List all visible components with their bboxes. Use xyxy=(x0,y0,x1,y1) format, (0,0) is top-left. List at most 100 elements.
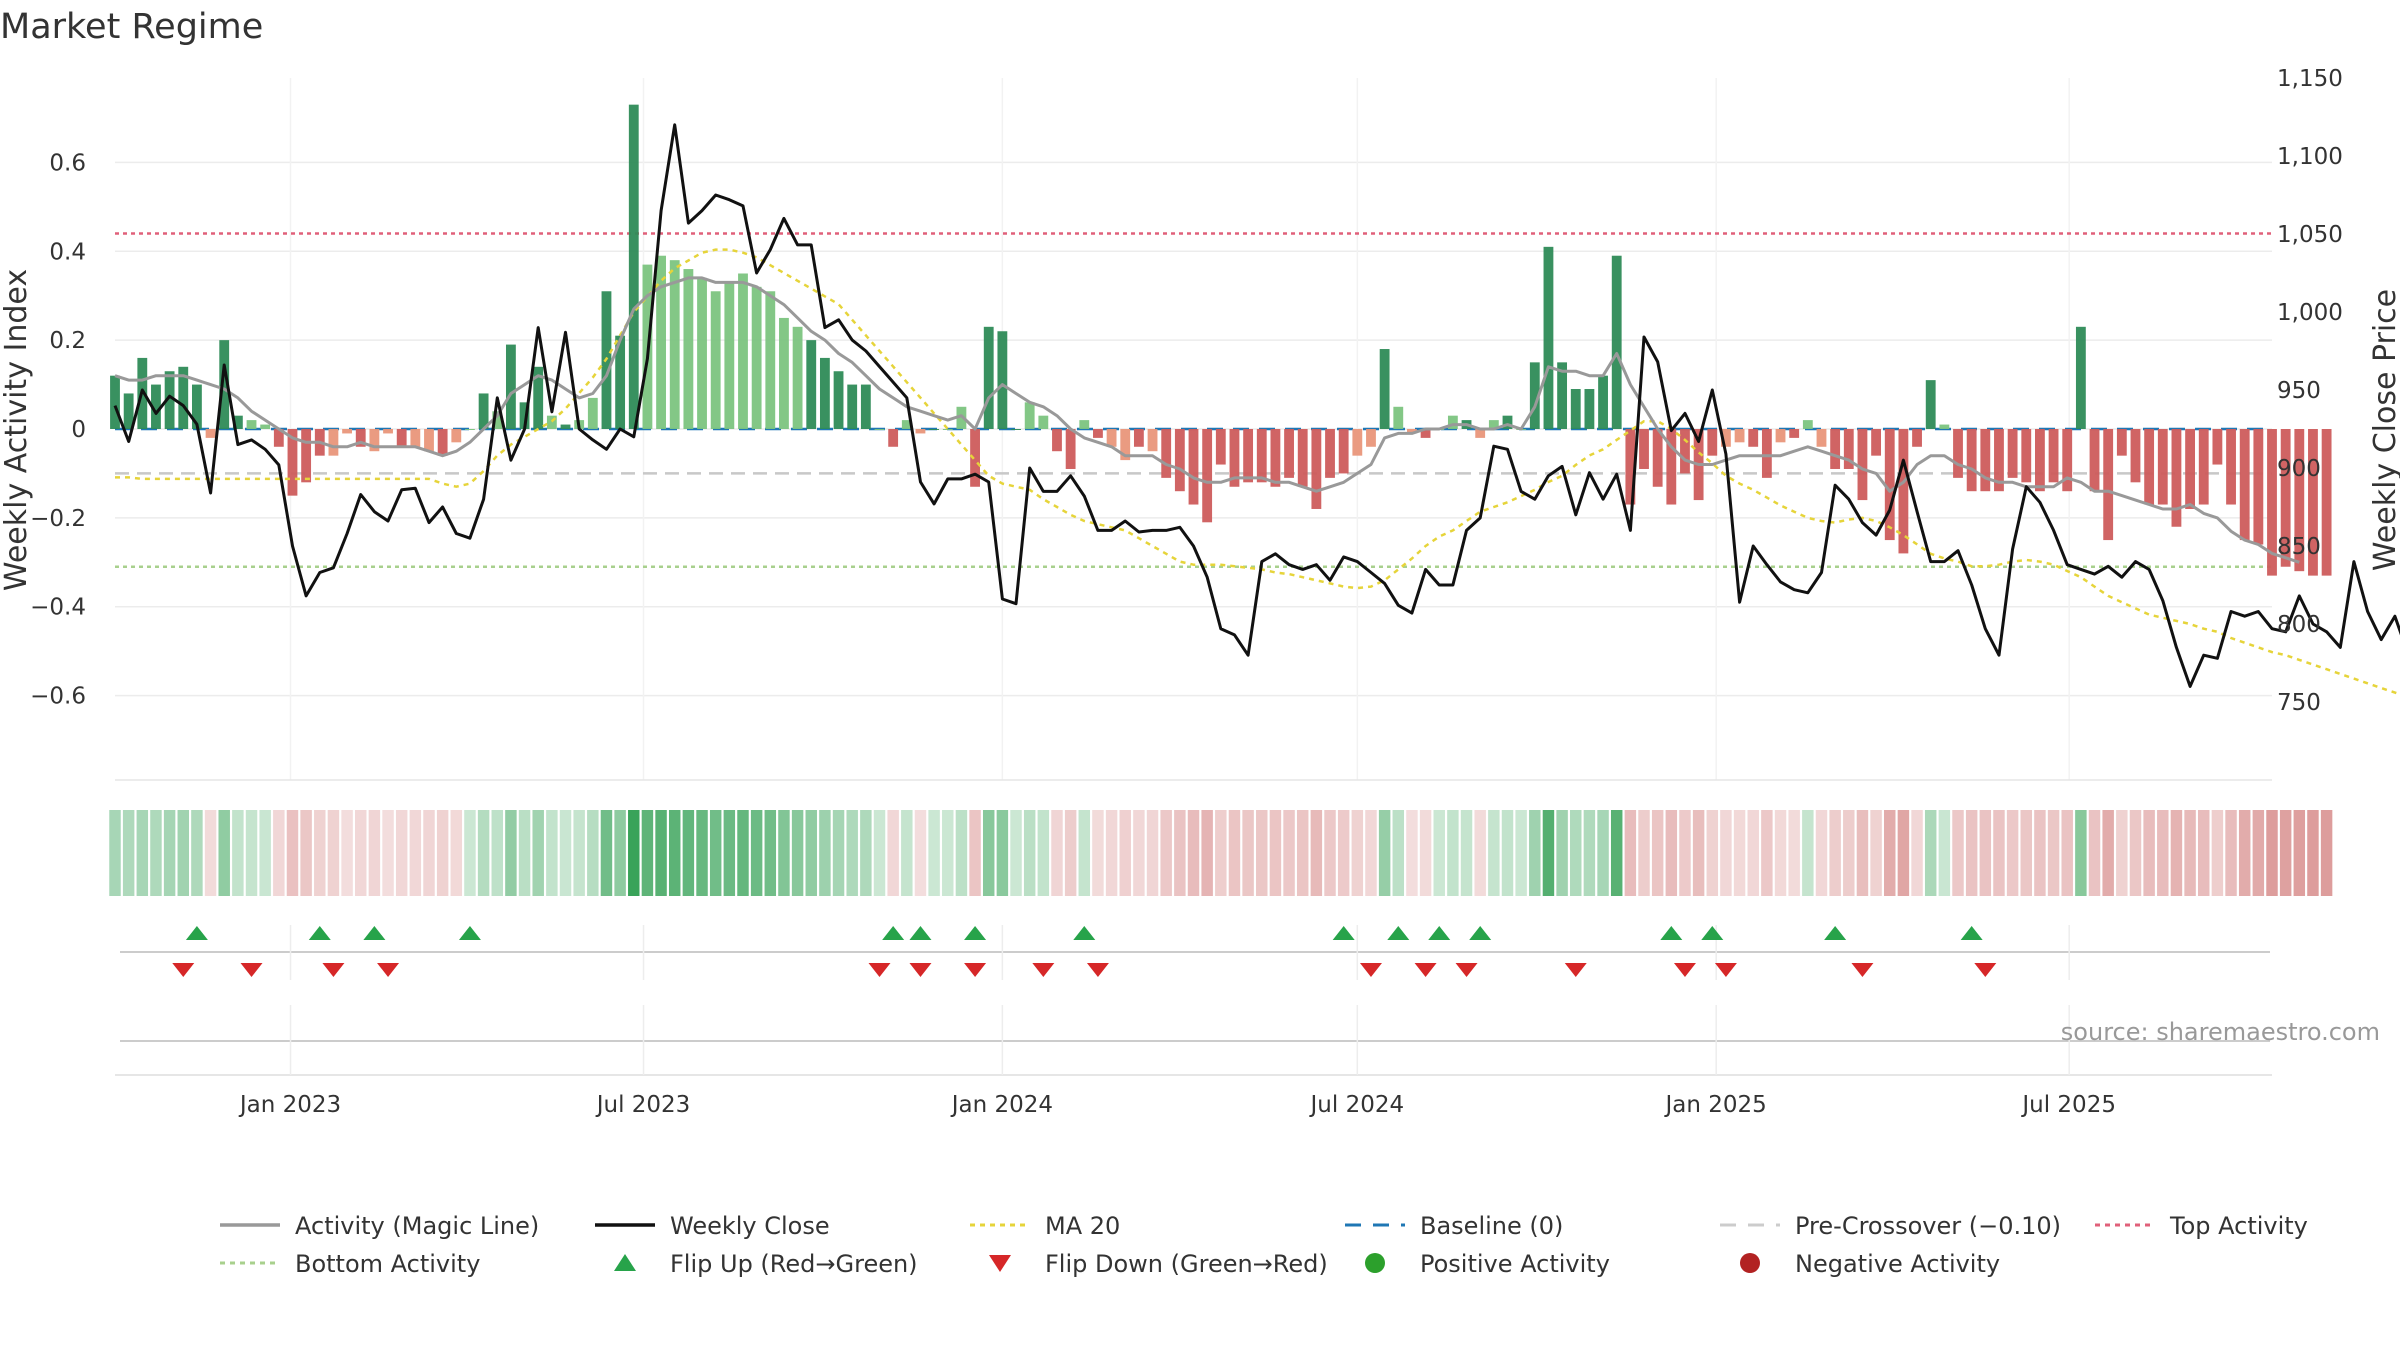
x-tick-4: Jan 2025 xyxy=(1664,1092,1767,1118)
x-tick-0: Jan 2023 xyxy=(238,1092,341,1118)
activity-bar-127 xyxy=(1843,429,1854,469)
legend-item-10: Negative Activity xyxy=(1740,1250,2000,1278)
activity-bar-38 xyxy=(628,104,639,429)
activity-bar-108 xyxy=(1584,389,1595,429)
flip-down-marker-7 xyxy=(1032,963,1055,977)
regime-cell-77 xyxy=(1160,810,1172,896)
activity-bar-17 xyxy=(342,429,352,434)
regime-cell-2 xyxy=(136,810,149,896)
regime-cell-145 xyxy=(2088,810,2101,896)
regime-cell-148 xyxy=(2129,810,2142,896)
activity-bar-115 xyxy=(1680,429,1690,474)
regime-cell-109 xyxy=(1597,810,1609,896)
flip-down-marker-12 xyxy=(1564,963,1587,977)
activity-bar-155 xyxy=(2226,429,2236,505)
activity-bar-150 xyxy=(2157,429,2168,505)
regime-cell-28 xyxy=(491,810,503,896)
regime-cell-88 xyxy=(1310,810,1323,896)
activity-bar-137 xyxy=(1980,429,1991,492)
regime-cell-142 xyxy=(2047,810,2060,896)
activity-bar-20 xyxy=(383,429,393,434)
regime-cell-17 xyxy=(341,810,353,896)
x-axis: Jan 2023 Jul 2023 Jan 2024 Jul 2024 Jan 2025… xyxy=(115,1005,2272,1118)
regime-cell-15 xyxy=(314,810,326,896)
regime-cell-71 xyxy=(1078,810,1091,896)
y-left-tick-0: 0.6 xyxy=(49,150,86,176)
activity-bar-62 xyxy=(956,406,967,429)
regime-cell-72 xyxy=(1092,810,1104,896)
activity-bar-52 xyxy=(819,357,830,429)
regime-cell-50 xyxy=(791,810,804,896)
legend-swatch-8 xyxy=(989,1255,1011,1272)
y-axis-right-label: Weekly Close Price xyxy=(2368,289,2400,571)
activity-bar-102 xyxy=(1502,415,1513,429)
activity-bar-123 xyxy=(1789,429,1800,438)
flip-markers xyxy=(120,925,2270,980)
flip-up-marker-1 xyxy=(308,926,331,940)
weekly-close-line xyxy=(113,123,2400,688)
activity-bar-61 xyxy=(942,429,953,430)
axes: 0.6 0.4 0.2 0 −0.2 −0.4 −0.6 1,150 1,100 1,050 1,0… xyxy=(30,66,2343,781)
legend-item-2: MA 20 xyxy=(970,1212,1120,1240)
activity-bar-146 xyxy=(2103,429,2114,541)
reference-lines xyxy=(115,232,2272,568)
y-right-tick-4: 950 xyxy=(2277,378,2321,404)
y-left-tick-1: 0.4 xyxy=(49,239,86,265)
activity-bar-126 xyxy=(1830,429,1841,469)
regime-cell-11 xyxy=(259,810,271,896)
activity-bar-117 xyxy=(1707,429,1718,456)
activity-bar-28 xyxy=(492,411,503,429)
activity-bar-152 xyxy=(2185,429,2196,509)
regime-cell-87 xyxy=(1296,810,1309,896)
activity-bar-72 xyxy=(1093,429,1103,438)
regime-cell-151 xyxy=(2170,810,2183,896)
activity-bar-160 xyxy=(2294,429,2305,572)
activity-bar-51 xyxy=(806,340,817,429)
regime-cell-0 xyxy=(109,810,121,896)
regime-cell-4 xyxy=(163,810,176,896)
regime-cell-158 xyxy=(2266,810,2278,896)
regime-cell-78 xyxy=(1174,810,1186,896)
legend-label-3: Baseline (0) xyxy=(1420,1212,1563,1240)
regime-cell-33 xyxy=(559,810,572,896)
y-right-tick-6: 850 xyxy=(2277,534,2321,560)
activity-bar-65 xyxy=(997,331,1008,429)
activity-bar-40 xyxy=(656,255,666,429)
activity-bar-145 xyxy=(2089,429,2100,492)
regime-cell-7 xyxy=(204,810,217,896)
y-right-tick-7: 800 xyxy=(2277,612,2321,638)
regime-cell-86 xyxy=(1283,810,1295,896)
regime-cell-110 xyxy=(1610,810,1623,896)
regime-cell-94 xyxy=(1392,810,1405,896)
legend-swatch-9 xyxy=(1365,1253,1385,1273)
regime-cell-74 xyxy=(1119,810,1131,896)
activity-bar-130 xyxy=(1884,429,1895,541)
regime-cell-56 xyxy=(873,810,886,896)
regime-cell-18 xyxy=(355,810,367,896)
y-axis-left-label: Weekly Activity Index xyxy=(0,269,34,591)
activity-bar-95 xyxy=(1407,429,1417,434)
activity-bar-113 xyxy=(1652,429,1663,487)
activity-bar-104 xyxy=(1529,362,1540,429)
activity-bar-136 xyxy=(1966,429,1977,492)
regime-cell-76 xyxy=(1146,810,1159,896)
regime-cell-1 xyxy=(122,810,135,896)
activity-bar-56 xyxy=(874,429,885,430)
regime-cell-24 xyxy=(436,810,449,896)
activity-bar-48 xyxy=(765,291,776,429)
activity-bar-94 xyxy=(1393,406,1404,429)
regime-cell-60 xyxy=(928,810,940,896)
activity-bar-139 xyxy=(2007,429,2018,478)
regime-cell-57 xyxy=(887,810,899,896)
flip-down-marker-4 xyxy=(868,963,891,977)
regime-cell-36 xyxy=(600,810,613,896)
y-left-tick-5: −0.4 xyxy=(30,595,86,621)
regime-cell-12 xyxy=(273,810,285,896)
activity-bar-32 xyxy=(546,415,557,429)
flip-up-marker-2 xyxy=(363,926,386,940)
y-right-tick-3: 1,000 xyxy=(2277,300,2343,326)
activity-bar-119 xyxy=(1734,429,1745,443)
activity-bar-149 xyxy=(2144,429,2155,505)
regime-cell-128 xyxy=(1856,810,1869,896)
regime-cell-144 xyxy=(2075,810,2087,896)
